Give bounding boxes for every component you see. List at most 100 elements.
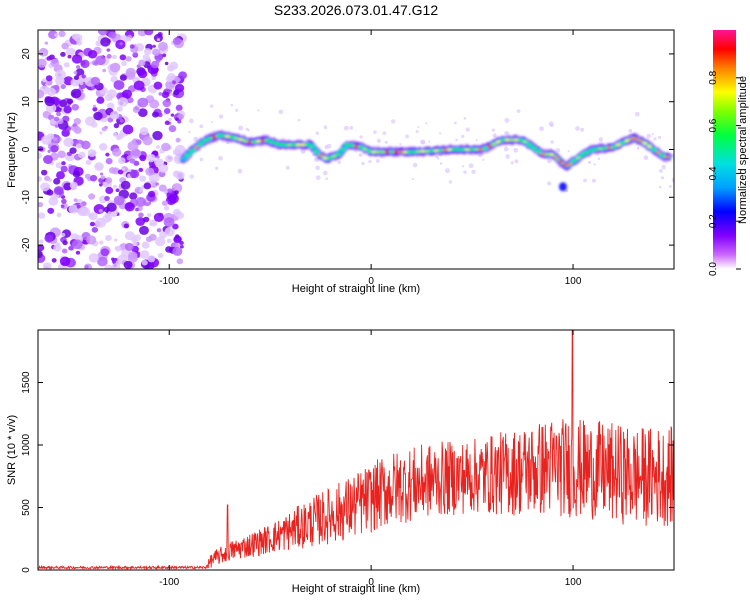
noise-blob	[129, 44, 135, 49]
noise-blob	[147, 255, 156, 263]
track-hotspot	[224, 135, 230, 138]
noise-blob	[111, 212, 118, 218]
noise-blob	[129, 192, 138, 200]
track-hotspot	[602, 146, 608, 150]
noise-blob	[119, 42, 123, 46]
noise-speck	[651, 133, 654, 136]
noise-blob	[54, 124, 59, 128]
noise-speck	[504, 130, 509, 136]
noise-blob	[142, 54, 150, 61]
noise-speck	[230, 103, 234, 107]
chart-title: S233.2026.073.01.47.G12	[274, 2, 438, 18]
noise-blob	[44, 234, 53, 243]
noise-blob	[61, 198, 67, 204]
noise-blob	[99, 172, 104, 176]
noise-speck	[504, 117, 510, 123]
track-hotspot	[562, 163, 568, 167]
noise-speck	[199, 124, 204, 129]
noise-blob	[115, 188, 120, 193]
noise-blob	[125, 56, 132, 62]
noise-blob	[46, 56, 52, 61]
noise-blob	[92, 104, 97, 108]
colorbar-tick-label: 0.6	[708, 118, 719, 132]
noise-blob	[145, 167, 155, 176]
noise-blob	[132, 51, 139, 57]
track-hotspot	[638, 139, 643, 143]
noise-speck	[285, 165, 290, 170]
noise-blob	[106, 202, 117, 212]
noise-blob	[38, 58, 47, 68]
noise-blob	[99, 131, 103, 135]
track-hotspot	[429, 149, 435, 153]
noise-blob	[166, 64, 175, 72]
noise-blob	[87, 49, 98, 59]
noise-blob	[131, 237, 137, 243]
track-hotspot	[460, 148, 466, 151]
noise-speck	[359, 135, 363, 139]
track-blob	[558, 182, 567, 192]
noise-blob	[47, 133, 55, 140]
track-hotspot	[340, 148, 346, 151]
noise-blob	[60, 84, 66, 90]
noise-blob	[77, 207, 88, 217]
noise-speck	[465, 127, 470, 132]
track-hotspot	[464, 148, 470, 151]
noise-blob	[138, 212, 144, 218]
noise-blob	[38, 146, 44, 152]
noise-blob	[174, 144, 186, 155]
noise-blob	[90, 76, 101, 86]
track-band	[341, 146, 349, 149]
noise-blob	[79, 81, 84, 86]
track-hotspot	[193, 145, 199, 149]
noise-speck	[636, 146, 640, 150]
noise-blob	[113, 263, 117, 268]
noise-blob	[56, 171, 65, 180]
track-hotspot	[646, 145, 652, 148]
track-hotspot	[478, 148, 483, 151]
track-hotspot	[247, 140, 252, 144]
noise-blob	[105, 177, 113, 184]
noise-blob	[61, 248, 68, 254]
noise-blob	[135, 207, 139, 212]
noise-speck	[390, 119, 396, 124]
noise-blob	[118, 157, 126, 164]
noise-blob	[176, 258, 184, 265]
noise-speck	[448, 180, 453, 184]
track-hotspot	[549, 152, 555, 156]
noise-blob	[172, 208, 181, 217]
noise-blob	[62, 240, 68, 246]
noise-speck	[539, 126, 544, 132]
noise-blob	[68, 204, 79, 214]
noise-blob	[161, 142, 171, 152]
noise-region	[38, 30, 674, 269]
snr-frame	[37, 329, 675, 571]
noise-blob	[53, 244, 62, 252]
noise-blob	[168, 125, 177, 133]
noise-blob	[124, 242, 134, 251]
noise-speck	[405, 134, 409, 139]
colorbar-gradient	[713, 30, 736, 269]
noise-blob	[80, 59, 90, 69]
track-hotspot	[376, 150, 381, 154]
noise-blob	[41, 169, 48, 176]
noise-speck	[323, 125, 328, 130]
noise-blob	[138, 188, 143, 193]
track-hotspot	[535, 149, 541, 153]
noise-speck	[593, 163, 596, 166]
track-hotspot	[202, 138, 208, 142]
noise-blob	[121, 89, 133, 99]
y-tick-label: 1000	[21, 433, 32, 456]
track-hotspot	[322, 156, 328, 160]
noise-blob	[98, 240, 104, 245]
noise-blob	[51, 258, 57, 263]
noise-blob	[71, 54, 83, 64]
noise-blob	[102, 68, 107, 73]
track-hotspot	[407, 150, 412, 154]
track-hotspot	[509, 138, 515, 142]
noise-speck	[235, 108, 239, 112]
track-hotspot	[651, 148, 657, 151]
track-hotspot	[198, 142, 204, 146]
track-hotspot	[398, 150, 404, 154]
track-hotspot	[633, 137, 639, 140]
y-tick-label: 500	[21, 499, 32, 516]
